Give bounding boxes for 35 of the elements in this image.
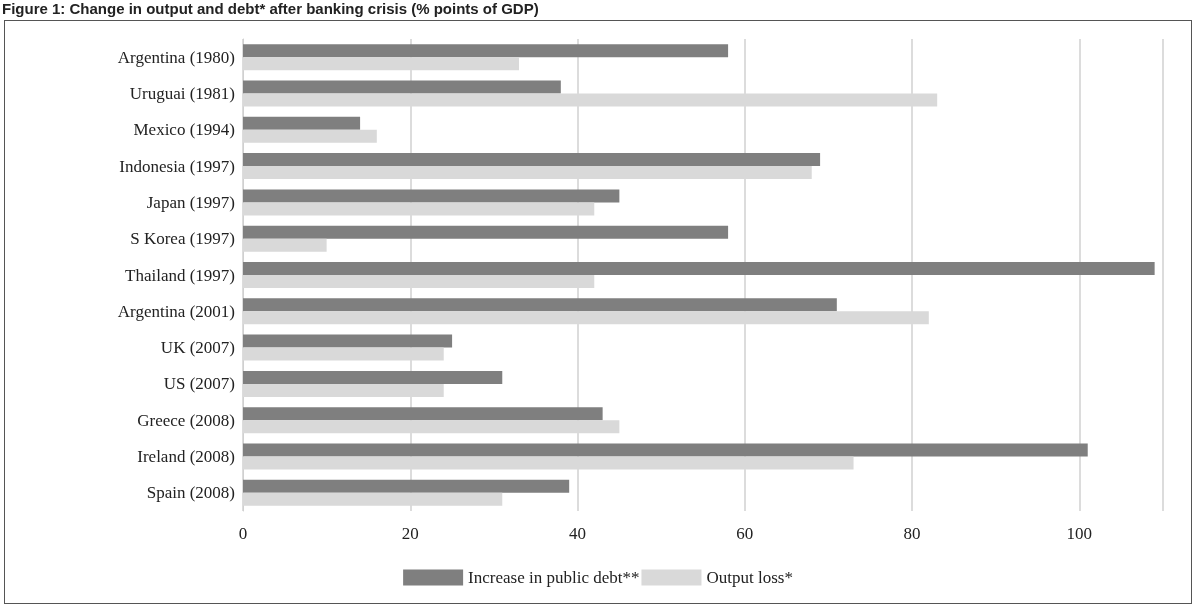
- bar: [243, 225, 729, 239]
- y-tick-label: Greece (2008): [137, 410, 235, 430]
- bar: [243, 116, 361, 130]
- x-tick-label: 40: [569, 524, 587, 543]
- bar: [243, 80, 561, 94]
- chart-title: Figure 1: Change in output and debt* after banking crisis (% points of GDP): [2, 0, 539, 17]
- bar: [243, 44, 729, 58]
- y-tick-label: Uruguai (1981): [129, 83, 235, 103]
- x-tick-label: 100: [1066, 524, 1093, 543]
- y-tick-label: US (2007): [163, 374, 235, 394]
- y-tick-label: S Korea (1997): [130, 229, 235, 249]
- bar: [243, 443, 1088, 457]
- y-tick-label: Ireland (2008): [137, 447, 235, 467]
- y-tick-label: Mexico (1994): [133, 120, 235, 140]
- bar: [243, 189, 620, 203]
- y-tick-label: Argentina (2001): [117, 301, 235, 321]
- y-tick-label: Indonesia (1997): [119, 156, 235, 176]
- y-tick-label: Spain (2008): [146, 483, 235, 503]
- y-tick-label: UK (2007): [160, 338, 235, 358]
- bar: [243, 298, 837, 312]
- x-tick-label: 60: [736, 524, 754, 543]
- y-tick-label: Japan (1997): [146, 192, 235, 212]
- x-tick-label: 0: [238, 524, 248, 543]
- bar: [243, 334, 453, 348]
- x-tick-label: 20: [401, 524, 419, 543]
- bar: [243, 479, 570, 493]
- x-tick-label: 80: [903, 524, 921, 543]
- bar: [243, 407, 603, 421]
- y-tick-label: Argentina (1980): [117, 47, 235, 67]
- y-tick-label: Thailand (1997): [125, 265, 235, 285]
- legend-label: Increase in public debt**: [468, 568, 640, 587]
- bar: [243, 262, 1155, 275]
- legend-label: Output loss*: [706, 568, 793, 587]
- bar: [243, 370, 503, 384]
- bar: [243, 153, 821, 167]
